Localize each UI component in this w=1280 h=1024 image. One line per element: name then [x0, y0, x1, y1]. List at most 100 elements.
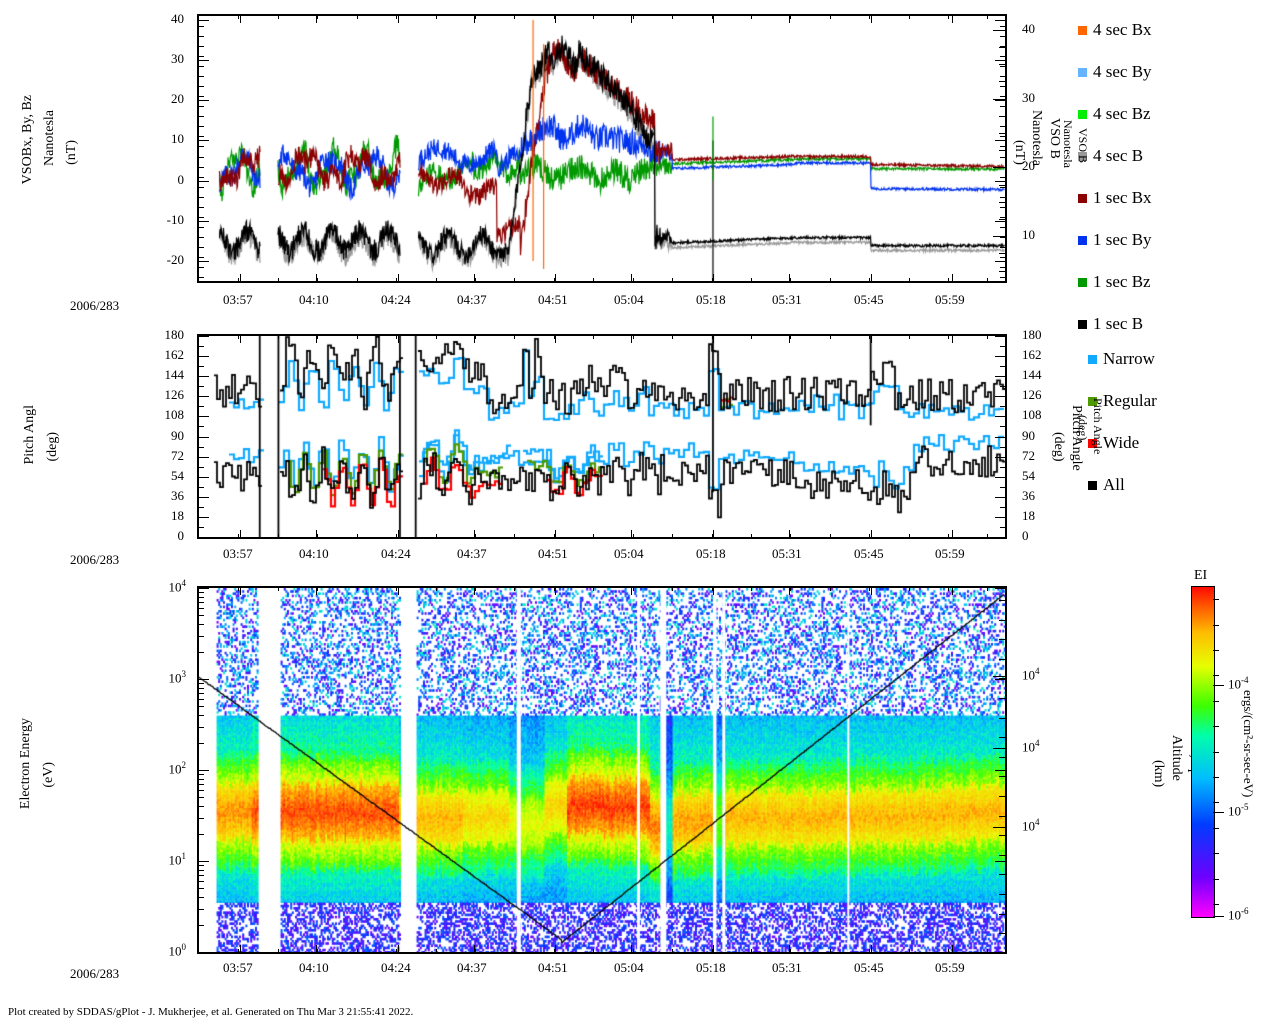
legend-group1-label-b: Nanotesla	[1061, 120, 1075, 168]
xtick-04:10: 04:10	[299, 960, 329, 975]
xtick-04:10: 04:10	[299, 546, 329, 561]
p2-ytick-right-180: 180	[1022, 327, 1042, 342]
footer-credit: Plot created by SDDAS/gPlot - J. Mukherj…	[8, 1006, 414, 1018]
panel2-ylabel-right-1: Pitch Angle	[1069, 405, 1084, 471]
colorbar-minor-tick	[1213, 599, 1219, 600]
legend-label: 1 sec B	[1093, 314, 1144, 333]
colorbar-tick	[1213, 685, 1224, 686]
p2-ytick-18: 18	[171, 508, 184, 523]
legend-label: Regular	[1103, 391, 1157, 410]
legend-item-wide[interactable]: Wide	[1088, 433, 1139, 453]
p1-ytick-right-30: 30	[1022, 90, 1035, 105]
xtick-04:24: 04:24	[381, 292, 411, 307]
colorbar-tick-label-0: 10-4	[1228, 675, 1249, 692]
p2-ytick-108: 108	[164, 407, 185, 422]
legend-item-1-sec-bz[interactable]: 1 sec Bz	[1078, 272, 1151, 292]
legend-swatch-icon	[1088, 396, 1097, 406]
legend-label: All	[1103, 475, 1125, 494]
panel1-ylabel-left-2: Nanotesla	[42, 110, 57, 166]
p2-ytick-54: 54	[171, 468, 184, 483]
panel1-date-label: 2006/283	[70, 298, 120, 313]
colorbar-minor-tick	[1213, 752, 1219, 753]
p3-ytick-right-0: 104	[1022, 666, 1040, 683]
legend-swatch-icon	[1078, 235, 1087, 245]
legend-item-1-sec-by[interactable]: 1 sec By	[1078, 230, 1152, 250]
legend-swatch-icon	[1078, 109, 1087, 119]
panel1-ylabel-right-1: VSO B	[1047, 118, 1062, 159]
xtick-05:45: 05:45	[854, 960, 884, 975]
p2-ytick-36: 36	[171, 488, 184, 503]
panel3-date-label: 2006/283	[70, 966, 120, 981]
p1-ytick-right-10: 10	[1022, 227, 1035, 242]
colorbar-tick	[1213, 812, 1224, 813]
p2-ytick-right-72: 72	[1022, 448, 1035, 463]
xtick-04:51: 04:51	[538, 960, 568, 975]
colorbar-tick-label-2: 10-6	[1228, 906, 1249, 923]
xtick-05:18: 05:18	[696, 292, 726, 307]
colorbar-tick-label-1: 10-5	[1228, 802, 1249, 819]
p2-ytick-right-0: 0	[1022, 528, 1029, 543]
xtick-05:59: 05:59	[935, 292, 965, 307]
legend-item-1-sec-bx[interactable]: 1 sec Bx	[1078, 188, 1152, 208]
p2-ytick-180: 180	[164, 327, 185, 342]
panel2-ylabel-right-2: (deg)	[1051, 432, 1066, 462]
xtick-04:24: 04:24	[381, 546, 411, 561]
xtick-04:24: 04:24	[381, 960, 411, 975]
p1-ytick-right-40: 40	[1022, 21, 1035, 36]
legend-label: 4 sec Bx	[1093, 20, 1152, 39]
legend-item-4-sec-bx[interactable]: 4 sec Bx	[1078, 20, 1152, 40]
xtick-04:37: 04:37	[457, 960, 487, 975]
xtick-05:59: 05:59	[935, 960, 965, 975]
p3-ytick-right-1: 104	[1022, 738, 1040, 755]
p3-ytick-1e3: 103	[168, 669, 187, 686]
panel3-ylabel-left-1: Electron Energy	[18, 718, 33, 810]
p2-ytick-0: 0	[177, 528, 185, 543]
colorbar-minor-tick	[1213, 650, 1219, 651]
p2-ytick-right-126: 126	[1022, 387, 1042, 402]
xtick-03:57: 03:57	[223, 546, 253, 561]
legend-swatch-icon	[1078, 193, 1087, 203]
colorbar-minor-tick	[1213, 853, 1219, 854]
p2-ytick-90: 90	[171, 428, 184, 443]
legend-item-narrow[interactable]: Narrow	[1088, 349, 1155, 369]
legend-swatch-icon	[1078, 319, 1087, 329]
legend-swatch-icon	[1078, 151, 1087, 161]
panel-pitch-angle-canvas	[199, 336, 1005, 537]
xtick-05:31: 05:31	[772, 546, 802, 561]
xtick-05:04: 05:04	[614, 960, 644, 975]
panel2-ylabel-left-1: Pitch Angl	[22, 405, 37, 465]
legend-swatch-icon	[1078, 67, 1087, 77]
p2-ytick-right-108: 108	[1022, 407, 1042, 422]
panel-magnetic-field-canvas	[199, 16, 1005, 281]
legend-item-4-sec-b[interactable]: 4 sec B	[1078, 146, 1143, 166]
legend-item-4-sec-by[interactable]: 4 sec By	[1078, 62, 1152, 82]
legend-swatch-icon	[1078, 277, 1087, 287]
xtick-04:51: 04:51	[538, 292, 568, 307]
colorbar-minor-tick	[1213, 904, 1219, 905]
p2-ytick-right-36: 36	[1022, 488, 1035, 503]
p3-ytick-1e1: 101	[168, 851, 187, 868]
legend-item-all[interactable]: All	[1088, 475, 1125, 495]
xtick-04:10: 04:10	[299, 292, 329, 307]
panel1-ylabel-left-3: (nT)	[64, 140, 79, 165]
xtick-03:57: 03:57	[223, 960, 253, 975]
xtick-05:04: 05:04	[614, 546, 644, 561]
legend-group1-label-a: VSO B	[1076, 128, 1090, 164]
legend-item-1-sec-b[interactable]: 1 sec B	[1078, 314, 1143, 334]
colorbar-minor-tick	[1213, 701, 1219, 702]
p1-ytick-right-20: 20	[1022, 158, 1035, 173]
colorbar-minor-tick	[1213, 675, 1219, 676]
legend-label: 4 sec Bz	[1093, 104, 1151, 123]
legend-swatch-icon	[1088, 438, 1097, 448]
panel3-ylabel-left-2: (eV)	[41, 762, 56, 788]
legend-group2-label-a: Pitch Angle	[1091, 398, 1105, 455]
legend-label: Wide	[1103, 433, 1140, 452]
p1-ytick--10: -10	[166, 212, 184, 227]
legend-label: 1 sec Bx	[1093, 188, 1152, 207]
xtick-05:45: 05:45	[854, 546, 884, 561]
xtick-05:45: 05:45	[854, 292, 884, 307]
legend-item-regular[interactable]: Regular	[1088, 391, 1157, 411]
colorbar-unit-label: ergs/(cm²-sr-sec-eV)	[1241, 690, 1256, 798]
legend-label: 4 sec B	[1093, 146, 1144, 165]
legend-item-4-sec-bz[interactable]: 4 sec Bz	[1078, 104, 1151, 124]
